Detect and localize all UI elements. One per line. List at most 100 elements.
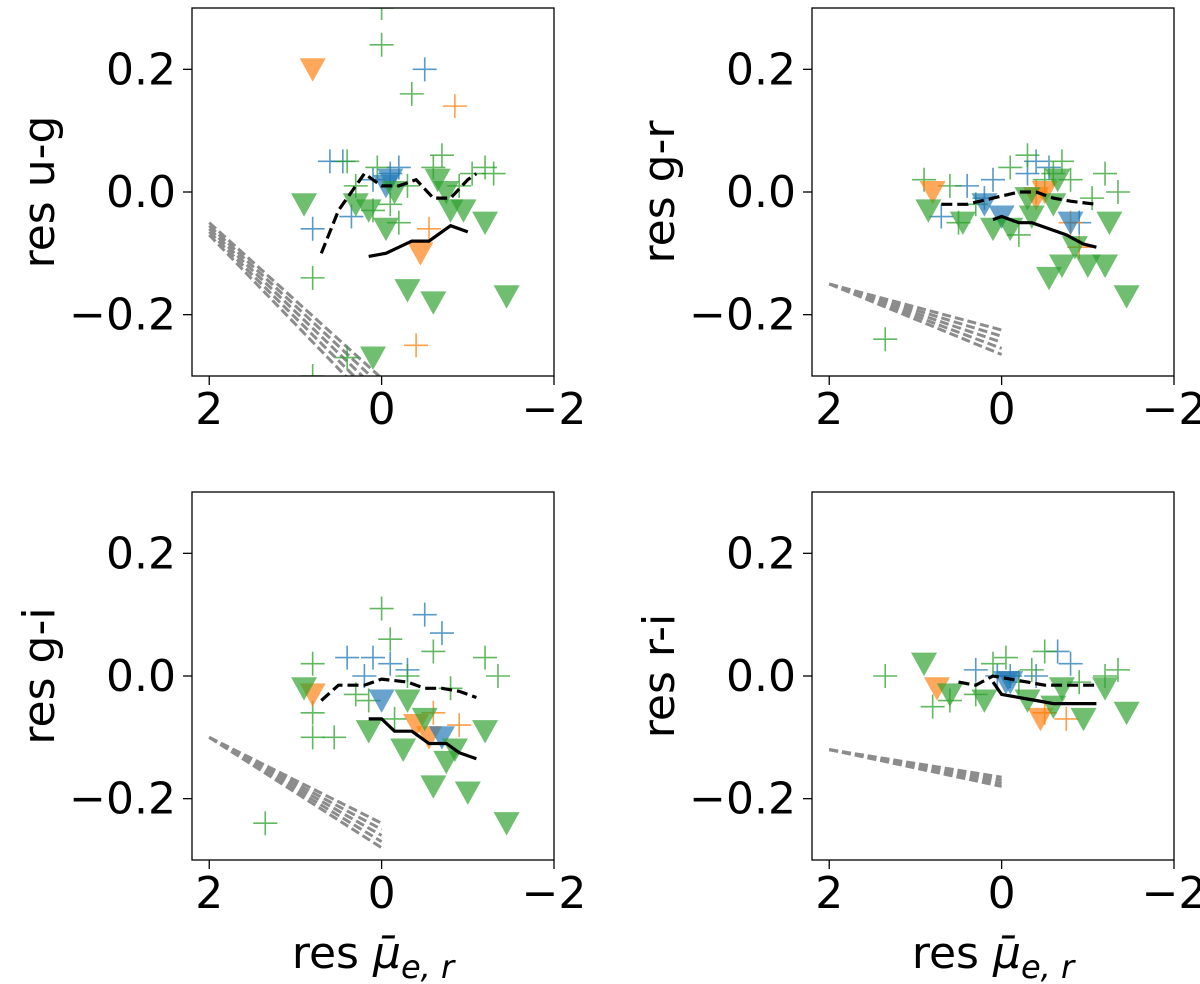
green-triangle-marker [949,211,976,236]
y-tick-label: −0.2 [69,774,176,825]
green-plus-marker [460,161,485,186]
green-triangle-marker [433,180,460,205]
blue-triangle-marker [1057,211,1084,236]
median-solid-line [991,681,1097,706]
green-triangle-marker [291,677,318,701]
median-solid-line [368,223,469,258]
x-axis-label-prefix: res [292,928,373,979]
reference-line [828,282,1003,332]
blue-plus-marker [335,645,360,670]
x-axis-label-symbol: μ̄ [372,928,401,979]
green-plus-marker [1093,161,1118,186]
orange-triangle-marker [1027,707,1054,732]
green-plus-marker [481,161,506,186]
green-triangle-marker [420,775,447,799]
green-triangle-marker [424,168,451,193]
green-triangle-marker [1113,285,1140,309]
reference-line [208,735,383,825]
green-triangle-marker [420,291,447,315]
orange-plus-marker [417,216,442,241]
blue-plus-marker [429,621,454,646]
orange-plus-marker [442,94,467,119]
green-plus-marker [873,664,898,688]
reference-line [208,227,365,376]
green-triangle-marker [342,193,369,217]
green-plus-marker [429,143,454,168]
orange-triangle-marker [299,58,326,82]
y-tick-label: 0.0 [106,167,176,218]
median-dashed-line [941,190,1097,206]
reference-line [208,221,382,376]
x-axis-label-subscript: e, r [1021,948,1076,984]
plot-area [208,596,520,849]
blue-plus-marker [981,167,1005,192]
green-plus-marker [873,327,898,352]
blue-plus-marker [361,645,385,670]
green-plus-marker [473,645,498,670]
green-triangle-marker [911,652,938,677]
x-tick-label: 2 [195,868,223,919]
y-tick-label: 0.2 [726,528,796,579]
x-tick-label: 0 [368,868,396,919]
green-plus-marker [382,706,407,731]
green-triangle-marker [291,193,318,217]
plot-frame [191,7,555,377]
median-solid-line [368,717,477,761]
green-plus-marker [335,345,360,370]
x-tick-label: 2 [815,868,843,919]
x-tick-label: 0 [988,384,1016,435]
green-triangle-marker [936,683,963,707]
x-tick-label: −2 [522,868,587,919]
green-plus-marker [993,645,1018,670]
x-axis-label-symbol: μ̄ [992,928,1021,979]
green-plus-marker [1032,639,1057,664]
green-plus-marker [300,265,325,290]
plot-area [828,639,1140,788]
green-triangle-marker [1074,254,1101,278]
green-triangle-marker [980,217,1006,242]
green-plus-marker [1015,143,1040,168]
reference-line [208,230,357,376]
x-axis-label-subscript: e, r [401,948,456,984]
median-dashed-line [958,674,1097,687]
green-plus-marker [335,149,360,174]
reference-line [208,233,348,376]
green-plus-marker [998,155,1023,180]
y-tick-label: −0.2 [689,774,796,825]
green-plus-marker [369,8,394,20]
green-plus-marker [369,596,394,621]
green-triangle-marker [394,689,421,713]
green-triangle-marker [1070,707,1097,732]
median-dashed-line [319,171,478,254]
y-axis-label: res u-g [14,116,65,269]
green-triangle-marker [372,217,399,242]
green-triangle-marker [360,346,386,370]
orange-plus-marker [404,333,429,358]
green-triangle-marker [493,285,520,309]
green-triangle-marker [1044,168,1071,193]
y-axis-label: res g-r [634,120,685,264]
blue-triangle-marker [368,689,395,713]
orange-triangle-marker [919,180,946,205]
x-axis-label-left: res μ̄e, r [292,928,456,984]
green-plus-marker [421,639,446,664]
green-triangle-marker [394,279,421,303]
green-triangle-marker [355,199,382,223]
y-tick-label: 0.2 [106,44,176,95]
blue-plus-marker [300,216,325,241]
green-plus-marker [485,664,510,688]
green-plus-marker [1105,180,1130,204]
green-plus-marker [1105,657,1130,682]
green-plus-marker [369,32,394,57]
green-triangle-marker [1048,254,1075,278]
green-plus-marker [300,651,325,676]
x-tick-label: 2 [815,384,843,435]
green-triangle-marker [971,689,998,713]
green-plus-marker [300,364,325,376]
green-triangle-marker [472,720,499,744]
green-triangle-marker [411,707,438,732]
